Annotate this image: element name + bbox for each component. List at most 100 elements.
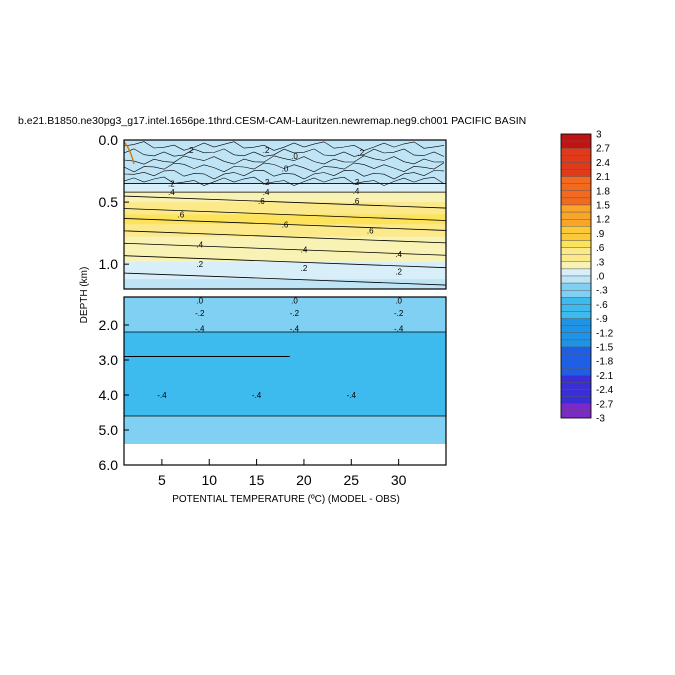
contour-line <box>124 255 446 269</box>
colorbar-box <box>560 339 592 348</box>
contour-label: .0 <box>196 297 203 306</box>
contour-label: -.4 <box>347 391 357 400</box>
contour-label: .4 <box>168 188 175 197</box>
y-tick-label: 1.0 <box>99 256 119 272</box>
panel-frame <box>123 296 447 466</box>
shading-band <box>124 261 446 280</box>
shading-band <box>124 214 446 225</box>
colorbar-box <box>560 311 592 319</box>
contour-line <box>124 176 445 186</box>
contour-line <box>124 272 446 286</box>
y-axis-label: DEPTH (km) <box>79 267 90 324</box>
colorbar-label: .6 <box>596 243 605 254</box>
colorbar-box <box>560 261 592 270</box>
contour-label: .2 <box>357 148 364 157</box>
contour-label: .2 <box>168 179 175 188</box>
contour-label: .2 <box>263 146 270 155</box>
colorbar-label: -1.2 <box>596 328 614 339</box>
lower-panel: .0 .0 .0 -.2 -.2 -.2 -.4 -.4 -.4 -.4 -.4 -.4 2.0 3.0 4… <box>99 296 447 473</box>
colorbar-box <box>560 410 592 419</box>
colorbar-box <box>560 197 592 206</box>
contour-label: -.4 <box>157 391 167 400</box>
contour-label: .2 <box>263 178 270 187</box>
y-tick-label: 6.0 <box>99 457 119 473</box>
y-tick-label: 5.0 <box>99 422 119 438</box>
contour-label: .0 <box>395 297 402 306</box>
y-tick-label: 0.0 <box>99 132 119 148</box>
contour-line <box>124 141 445 151</box>
colorbar-box <box>560 318 592 326</box>
colorbar-box <box>560 297 592 305</box>
colorbar-box <box>560 254 592 262</box>
colorbar-box <box>560 183 592 191</box>
x-tick-label: 15 <box>249 472 265 488</box>
contour-label: .4 <box>353 187 360 196</box>
shading-band <box>124 297 446 332</box>
contour-label: .2 <box>353 178 360 187</box>
colorbar-box <box>560 389 592 397</box>
shading-band <box>124 192 446 203</box>
y-tick-label: 2.0 <box>99 317 119 333</box>
x-tick-label: 25 <box>344 472 360 488</box>
shading-band <box>124 202 446 215</box>
colorbar-label: -2.4 <box>596 385 614 396</box>
colorbar-label: -.3 <box>596 286 608 297</box>
colorbar-box <box>560 353 592 362</box>
x-tick-label: 30 <box>391 472 407 488</box>
contour-line <box>124 230 446 244</box>
colorbar-box <box>560 361 592 369</box>
x-tick-label: 5 <box>158 472 166 488</box>
contour-line <box>124 155 445 165</box>
colorbar-label: 2.4 <box>596 158 610 169</box>
contour-line <box>124 218 446 231</box>
contour-label: -.4 <box>252 391 262 400</box>
contour-label: .6 <box>177 211 184 220</box>
contour-label: -.4 <box>394 325 404 334</box>
upper-panel: .2.2.0.0.2.2.4.2.4.2.4.6.6.6.6.6.4.4.4.2… <box>99 132 447 290</box>
x-tick-label: 10 <box>201 472 217 488</box>
colorbar-box <box>560 162 592 170</box>
contour-label: .6 <box>353 197 360 206</box>
panel-plot-area: .2.2.0.0.2.2.4.2.4.2.4.6.6.6.6.6.4.4.4.2… <box>124 140 446 289</box>
x-axis: 5 10 15 20 25 30 <box>158 459 407 488</box>
contour-label: -.2 <box>195 309 205 318</box>
contour-label: .2 <box>196 260 203 269</box>
colorbar-box <box>560 346 592 355</box>
colorbar-label: -3 <box>596 414 605 425</box>
x-axis-label: POTENTIAL TEMPERATURE (ºC) (MODEL - OBS) <box>172 494 400 505</box>
colorbar-label: 1.2 <box>596 215 610 226</box>
colorbar-box <box>560 190 592 199</box>
colorbar-label: -2.1 <box>596 371 614 382</box>
x-tick-label: 20 <box>296 472 312 488</box>
colorbar-box <box>560 204 592 213</box>
shading-band <box>124 332 446 416</box>
contour-line <box>124 162 445 173</box>
contour-label: .0 <box>291 297 298 306</box>
contour-line <box>124 195 446 209</box>
shading-band <box>124 183 446 193</box>
colorbar-label: 1.8 <box>596 186 610 197</box>
colorbar-box <box>560 403 592 412</box>
colorbar-label: -1.5 <box>596 343 614 354</box>
contour-label: .0 <box>291 152 298 161</box>
colorbar-label: -.6 <box>596 300 608 311</box>
contour-label: .4 <box>263 188 270 197</box>
y-tick-label: 3.0 <box>99 352 119 368</box>
colorbar-box <box>560 396 592 405</box>
colorbar-box <box>560 147 592 156</box>
colorbar-box <box>560 140 592 149</box>
colorbar-box <box>560 247 592 255</box>
contour-label: .2 <box>395 268 402 277</box>
colorbar-box <box>560 169 592 177</box>
colorbar-label: -2.7 <box>596 399 614 410</box>
contour-label: .6 <box>258 197 265 206</box>
colorbar-label: 2.1 <box>596 172 610 183</box>
colorbar-box <box>560 155 592 163</box>
colorbar-label: -.9 <box>596 314 608 325</box>
colorbar-box <box>560 332 592 341</box>
contour-line <box>124 242 446 256</box>
colorbar-box <box>560 268 592 277</box>
colorbar-box <box>560 325 592 334</box>
contour-label: .6 <box>282 220 289 229</box>
contour-label: -.2 <box>394 309 404 318</box>
